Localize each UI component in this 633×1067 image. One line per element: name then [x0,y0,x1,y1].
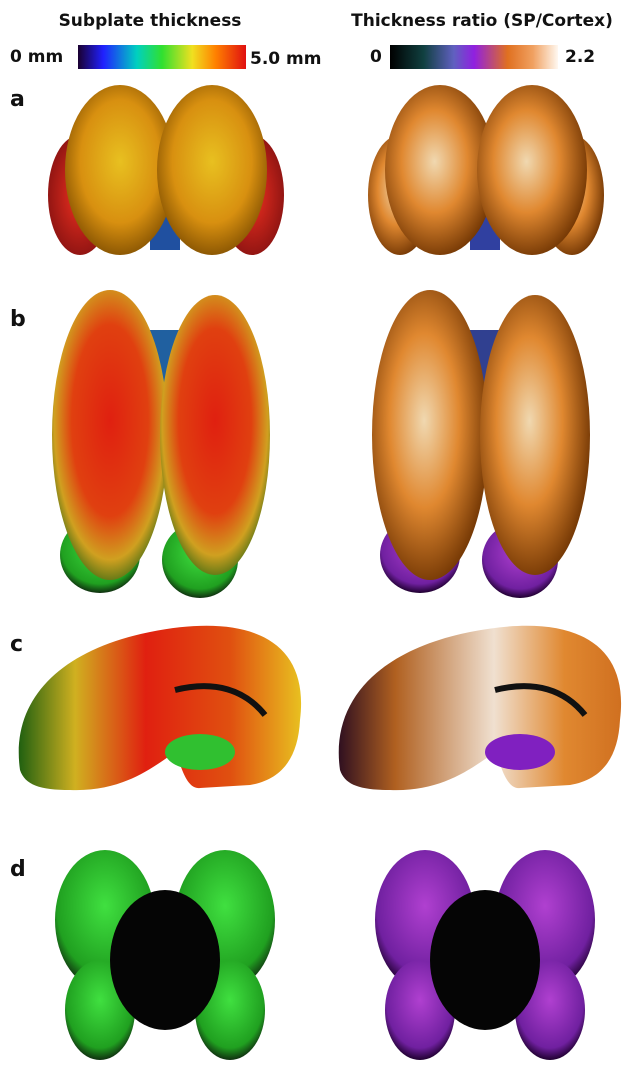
panel-label: a [10,87,25,112]
panel-label: b [10,307,26,332]
brain-render [375,850,595,1060]
brain-render [18,625,302,791]
brain-render [338,625,622,791]
brain-render [52,290,270,598]
colorbar [78,45,246,69]
brain-render [48,85,284,255]
colorbar-max-label: 2.2 [565,47,595,67]
colorbar-max-label: 5.0 mm [250,49,321,69]
colorbar-title: Subplate thickness [59,11,242,31]
brain-render [372,290,590,598]
panel-label: c [10,632,23,657]
colorbar [390,45,558,69]
colorbar-min-label: 0 [370,47,382,67]
colorbar-min-label: 0 mm [10,47,63,67]
colorbar-title: Thickness ratio (SP/Cortex) [351,11,613,31]
brain-render [368,85,604,255]
brain-render [55,850,275,1060]
panel-label: d [10,857,26,882]
